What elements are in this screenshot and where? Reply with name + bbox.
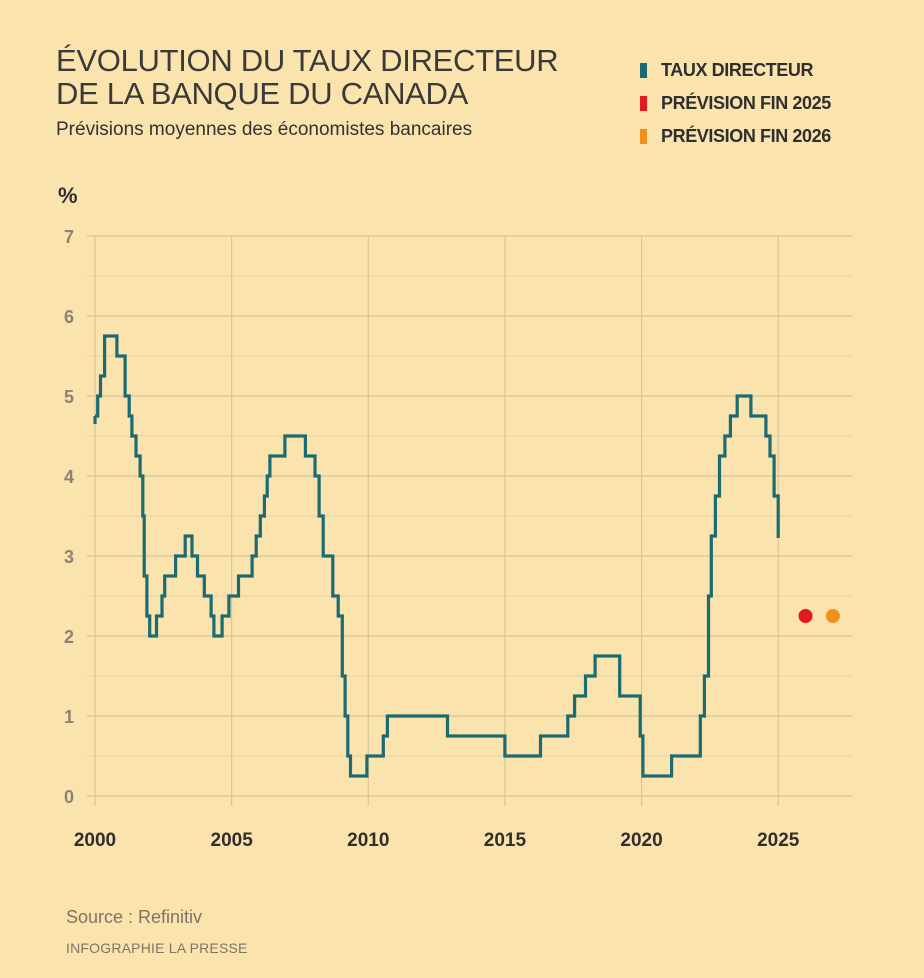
chart-series: [93, 334, 840, 778]
legend-swatch-prevision-2025: [640, 96, 647, 111]
y-tick-label: 5: [64, 387, 74, 407]
source-note: Source : Refinitiv: [66, 907, 203, 927]
chart-axes: 0 1 2 3 4 5 6 7 2000 2005 2010 2015 2020 2025: [64, 227, 800, 851]
legend-item-taux-directeur: TAUX DIRECTEUR: [640, 54, 831, 87]
legend-label-taux-directeur: TAUX DIRECTEUR: [661, 60, 814, 80]
y-tick-label: 4: [64, 467, 74, 487]
legend-label-prevision-2026: PRÉVISION FIN 2026: [661, 126, 831, 146]
y-tick-label: 2: [64, 627, 74, 647]
x-tick-label: 2010: [347, 830, 389, 851]
y-tick-label: 1: [64, 707, 74, 727]
legend-swatch-prevision-2026: [640, 129, 647, 144]
legend-swatch-taux-directeur: [640, 63, 647, 78]
x-tick-label: 2005: [211, 830, 254, 851]
chart-grid: [87, 235, 852, 806]
legend-label-prevision-2025: PRÉVISION FIN 2025: [661, 93, 831, 113]
legend: TAUX DIRECTEUR PRÉVISION FIN 2025 PRÉVIS…: [640, 54, 831, 153]
legend-item-prevision-2025: PRÉVISION FIN 2025: [640, 87, 831, 120]
legend-item-prevision-2026: PRÉVISION FIN 2026: [640, 120, 831, 153]
x-tick-label: 2020: [620, 830, 662, 851]
chart-title: ÉVOLUTION DU TAUX DIRECTEUR DE LA BANQUE…: [56, 43, 559, 111]
y-tick-label: 3: [64, 547, 74, 567]
chart-title-line1: ÉVOLUTION DU TAUX DIRECTEUR: [56, 43, 559, 78]
forecast-dot-2025: [798, 609, 813, 623]
y-axis-unit: %: [58, 183, 78, 208]
credit-note: INFOGRAPHIE LA PRESSE: [66, 940, 248, 956]
x-tick-label: 2025: [757, 830, 800, 851]
y-tick-label: 6: [64, 307, 74, 327]
forecast-dot-2026: [825, 609, 840, 623]
x-tick-label: 2000: [74, 830, 116, 851]
series-line-taux-directeur: [95, 334, 780, 778]
y-tick-label: 7: [64, 227, 74, 247]
chart-subtitle: Prévisions moyennes des économistes banc…: [56, 119, 473, 140]
chart-title-line2: DE LA BANQUE DU CANADA: [56, 76, 469, 111]
y-tick-label: 0: [64, 787, 74, 807]
x-tick-label: 2015: [484, 830, 527, 851]
